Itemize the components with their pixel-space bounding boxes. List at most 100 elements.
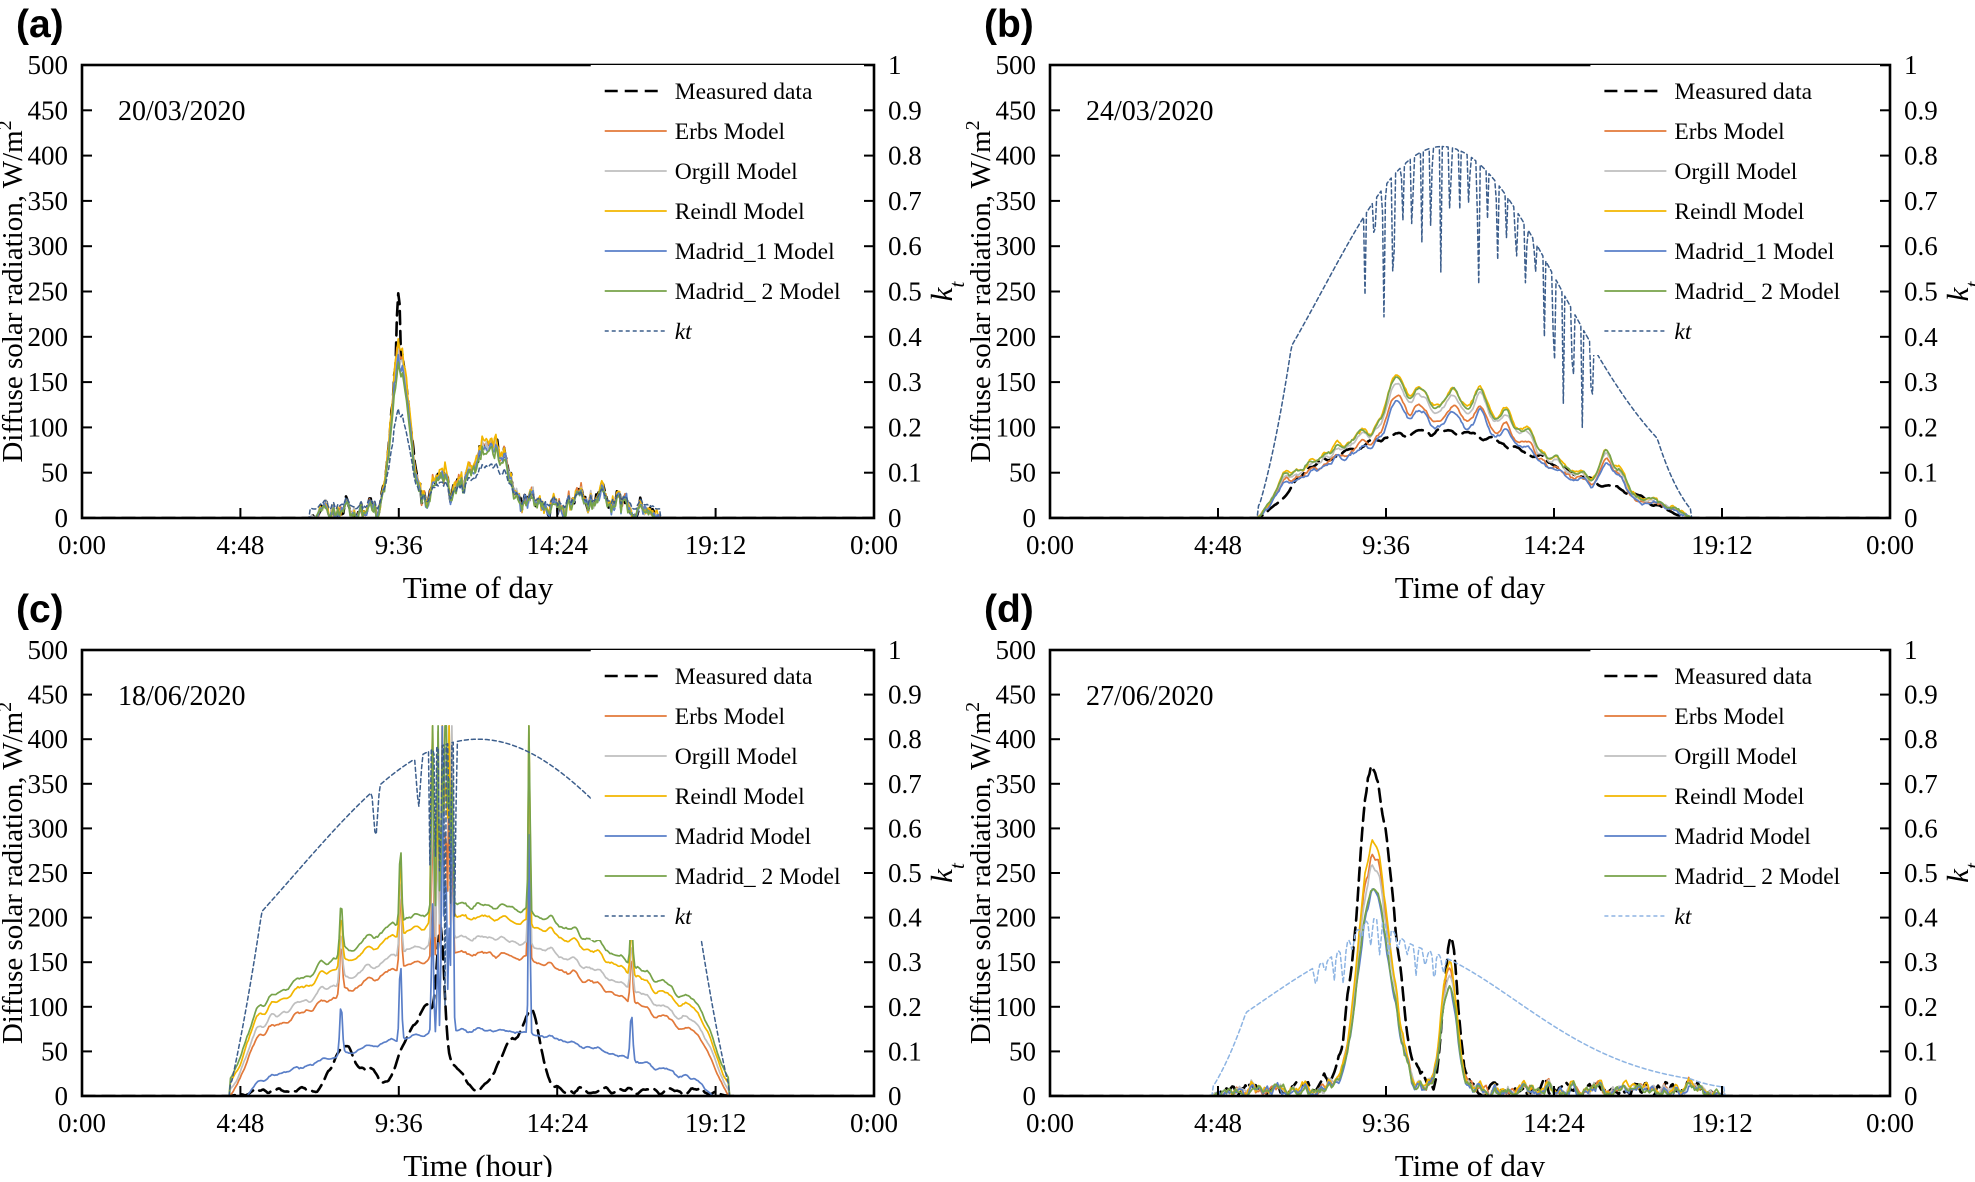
svg-text:Time of day: Time of day (1395, 570, 1546, 605)
svg-text:0:00: 0:00 (58, 1108, 106, 1138)
svg-text:Orgill Model: Orgill Model (675, 744, 798, 770)
svg-text:4:48: 4:48 (216, 530, 264, 560)
svg-text:Reindl Model: Reindl Model (1674, 784, 1804, 810)
svg-text:Diffuse solar radiation, W/m2: Diffuse solar radiation, W/m2 (0, 120, 29, 462)
svg-text:0:00: 0:00 (1026, 530, 1074, 560)
svg-text:Measured data: Measured data (1674, 79, 1812, 105)
svg-text:0.4: 0.4 (888, 322, 922, 352)
svg-text:350: 350 (996, 769, 1037, 799)
svg-text:0: 0 (1023, 503, 1037, 533)
svg-text:0: 0 (888, 503, 902, 533)
svg-text:0.8: 0.8 (1904, 141, 1938, 171)
svg-text:350: 350 (28, 769, 69, 799)
svg-text:0.5: 0.5 (1904, 277, 1938, 307)
svg-text:0.1: 0.1 (1904, 458, 1938, 488)
svg-text:1: 1 (1904, 635, 1918, 665)
svg-text:0.6: 0.6 (1904, 813, 1938, 843)
svg-text:300: 300 (28, 813, 69, 843)
svg-text:50: 50 (1009, 458, 1036, 488)
svg-text:(c): (c) (16, 588, 64, 631)
svg-text:0.4: 0.4 (888, 903, 922, 933)
svg-text:19:12: 19:12 (685, 1108, 747, 1138)
svg-text:400: 400 (28, 141, 69, 171)
svg-text:0.7: 0.7 (1904, 186, 1938, 216)
svg-text:0.7: 0.7 (888, 186, 922, 216)
svg-text:0.2: 0.2 (888, 412, 922, 442)
svg-text:0.1: 0.1 (888, 1036, 922, 1066)
svg-text:0:00: 0:00 (850, 530, 898, 560)
svg-text:300: 300 (28, 231, 69, 261)
svg-text:50: 50 (41, 1036, 68, 1066)
svg-text:0: 0 (55, 503, 69, 533)
svg-text:Madrid Model: Madrid Model (1674, 824, 1811, 850)
svg-text:0.8: 0.8 (888, 141, 922, 171)
svg-text:50: 50 (41, 458, 68, 488)
svg-text:450: 450 (996, 680, 1037, 710)
svg-text:500: 500 (996, 50, 1037, 80)
svg-text:450: 450 (28, 680, 69, 710)
svg-text:Madrid_ 2 Model: Madrid_ 2 Model (675, 864, 841, 890)
svg-text:4:48: 4:48 (216, 1108, 264, 1138)
svg-text:Reindl Model: Reindl Model (675, 784, 805, 810)
svg-text:27/06/2020: 27/06/2020 (1086, 681, 1214, 712)
svg-text:Erbs Model: Erbs Model (675, 119, 786, 145)
svg-text:250: 250 (28, 277, 69, 307)
svg-text:0.2: 0.2 (1904, 992, 1938, 1022)
svg-text:450: 450 (28, 95, 69, 125)
svg-text:200: 200 (28, 903, 69, 933)
svg-text:Measured data: Measured data (675, 79, 813, 105)
svg-text:0.5: 0.5 (888, 858, 922, 888)
svg-text:1: 1 (888, 635, 902, 665)
svg-text:4:48: 4:48 (1194, 1108, 1242, 1138)
svg-text:200: 200 (28, 322, 69, 352)
svg-text:Erbs Model: Erbs Model (675, 704, 786, 730)
svg-text:0.9: 0.9 (888, 680, 922, 710)
svg-text:Reindl Model: Reindl Model (675, 199, 805, 225)
svg-text:Time (hour): Time (hour) (403, 1148, 553, 1177)
svg-text:Reindl Model: Reindl Model (1674, 199, 1804, 225)
svg-text:24/03/2020: 24/03/2020 (1086, 96, 1214, 127)
svg-text:0.3: 0.3 (1904, 947, 1938, 977)
svg-text:500: 500 (28, 50, 69, 80)
svg-text:0.9: 0.9 (1904, 95, 1938, 125)
svg-text:kt: kt (1674, 904, 1691, 930)
svg-text:0:00: 0:00 (850, 1108, 898, 1138)
svg-text:200: 200 (996, 903, 1037, 933)
svg-text:100: 100 (996, 992, 1037, 1022)
svg-text:0: 0 (55, 1081, 69, 1111)
svg-text:Diffuse solar radiation, W/m2: Diffuse solar radiation, W/m2 (0, 702, 29, 1044)
svg-text:0.9: 0.9 (1904, 680, 1938, 710)
svg-text:0.5: 0.5 (888, 277, 922, 307)
svg-text:350: 350 (28, 186, 69, 216)
svg-text:150: 150 (996, 367, 1037, 397)
svg-text:0:00: 0:00 (1026, 1108, 1074, 1138)
svg-text:Orgill Model: Orgill Model (675, 159, 798, 185)
svg-text:0:00: 0:00 (58, 530, 106, 560)
svg-text:kt: kt (675, 319, 692, 345)
svg-text:Time of day: Time of day (403, 570, 554, 605)
svg-text:450: 450 (996, 95, 1037, 125)
svg-text:0.1: 0.1 (1904, 1036, 1938, 1066)
svg-text:0.2: 0.2 (1904, 412, 1938, 442)
svg-text:0.6: 0.6 (888, 813, 922, 843)
svg-text:Diffuse solar radiation, W/m2: Diffuse solar radiation, W/m2 (962, 702, 997, 1044)
svg-text:150: 150 (28, 367, 69, 397)
svg-text:19:12: 19:12 (1691, 530, 1753, 560)
svg-text:100: 100 (28, 412, 69, 442)
svg-text:kt: kt (1674, 319, 1691, 345)
svg-text:9:36: 9:36 (375, 1108, 423, 1138)
svg-text:Madrid_ 2 Model: Madrid_ 2 Model (1674, 279, 1840, 305)
svg-text:0.2: 0.2 (888, 992, 922, 1022)
svg-text:0:00: 0:00 (1866, 1108, 1914, 1138)
svg-text:0.3: 0.3 (1904, 367, 1938, 397)
svg-text:14:24: 14:24 (526, 530, 588, 560)
svg-text:400: 400 (28, 724, 69, 754)
svg-text:14:24: 14:24 (1523, 1108, 1585, 1138)
svg-text:Orgill Model: Orgill Model (1674, 159, 1797, 185)
svg-text:Erbs Model: Erbs Model (1674, 704, 1785, 730)
svg-text:500: 500 (996, 635, 1037, 665)
svg-text:9:36: 9:36 (1362, 530, 1410, 560)
svg-text:1: 1 (1904, 50, 1918, 80)
svg-text:0.3: 0.3 (888, 947, 922, 977)
svg-text:250: 250 (996, 277, 1037, 307)
